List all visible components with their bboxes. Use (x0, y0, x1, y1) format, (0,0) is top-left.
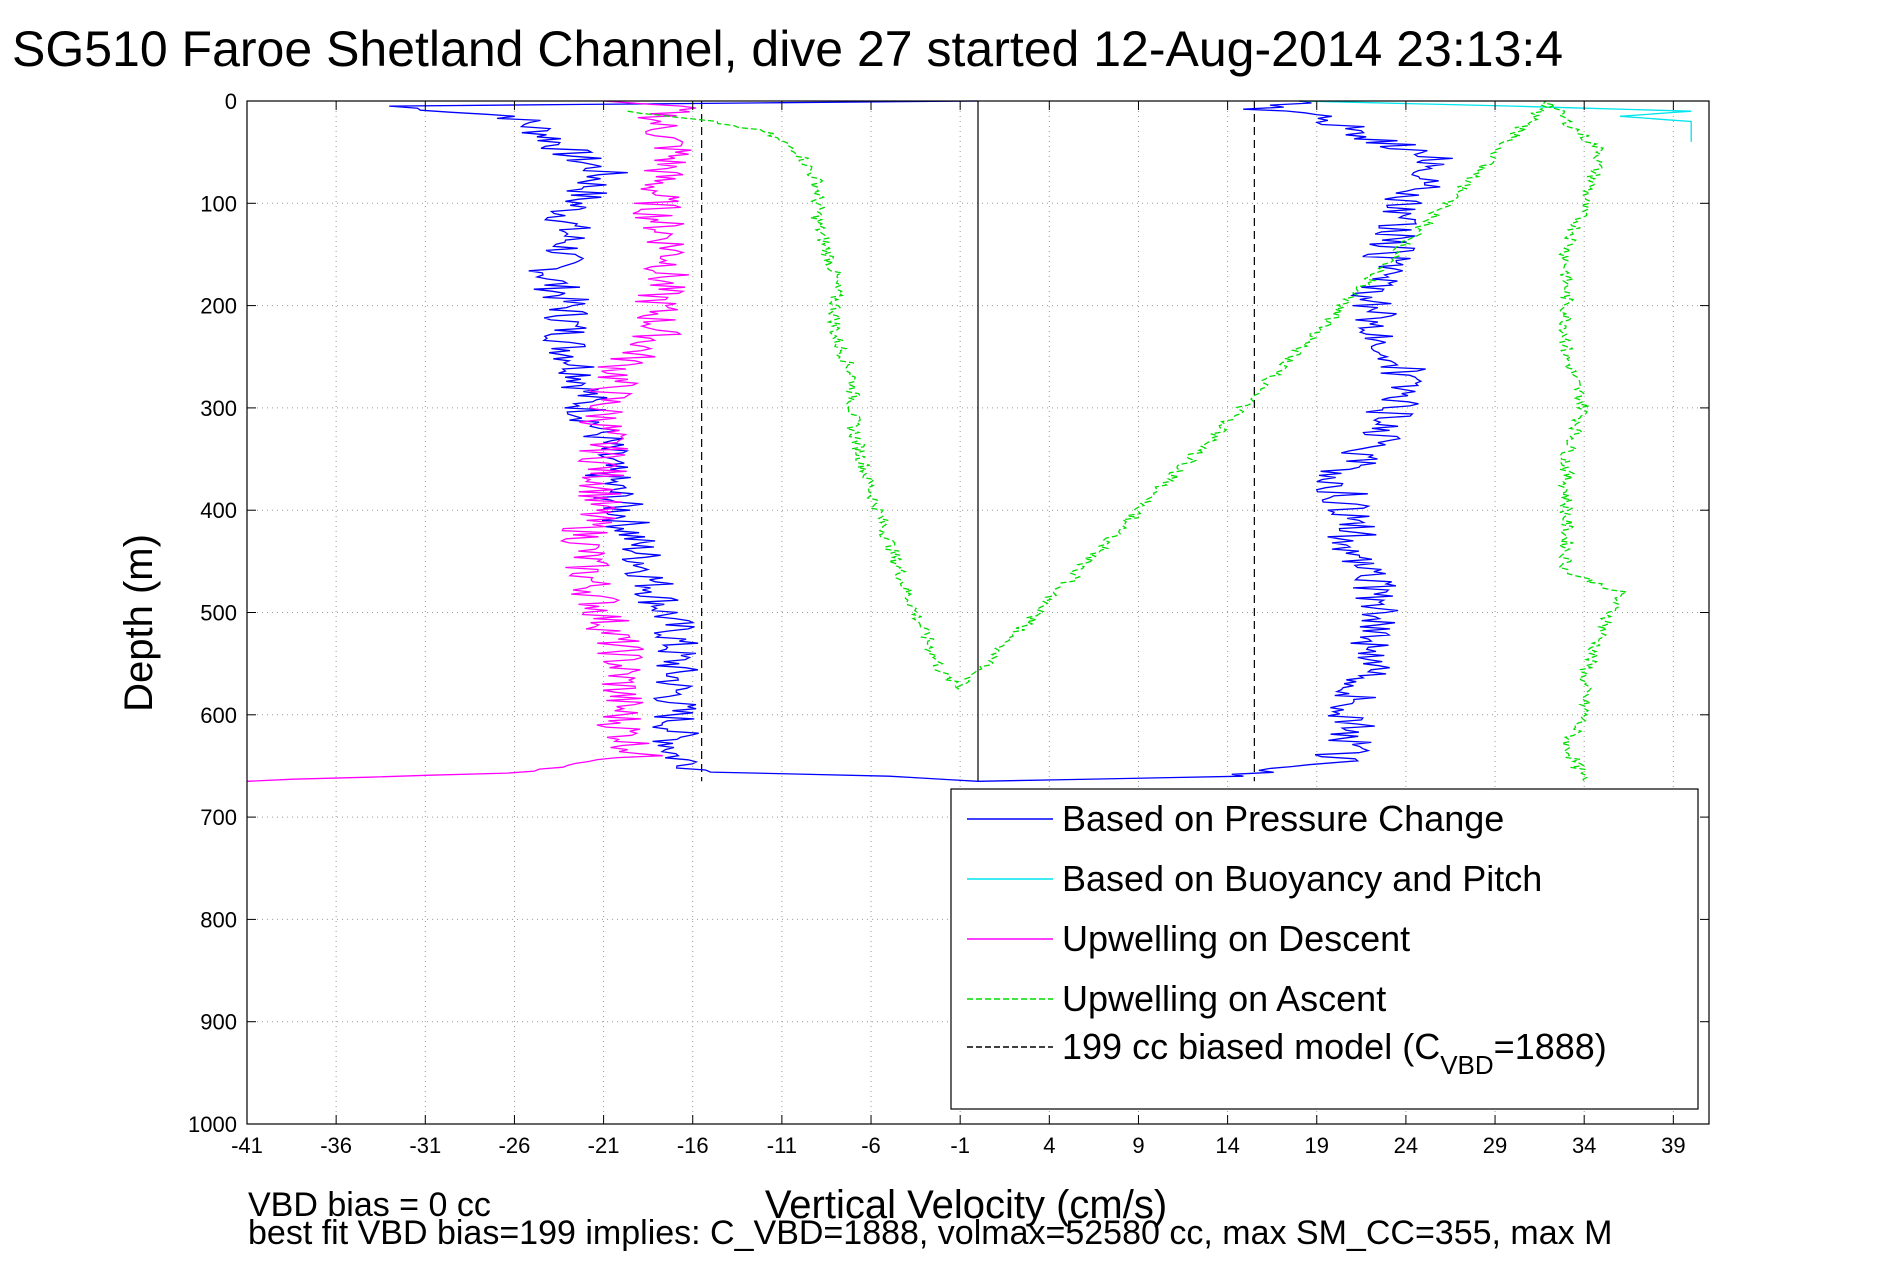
x-tick-label: -21 (588, 1133, 620, 1158)
y-tick-label: 200 (200, 294, 237, 319)
legend-box (950, 788, 1699, 1110)
chart-title: SG510 Faroe Shetland Channel, dive 27 st… (12, 21, 1563, 77)
x-tick-label: 24 (1394, 1133, 1418, 1158)
y-tick-label: 400 (200, 498, 237, 523)
reference-lines (701, 101, 1255, 782)
x-tick-label: 29 (1483, 1133, 1507, 1158)
axes-frame (246, 100, 1710, 1125)
series-1-line (389, 100, 1453, 782)
y-tick-label: 900 (200, 1010, 237, 1035)
y-tick-label: 1000 (188, 1112, 237, 1137)
y-tick-label: 800 (200, 907, 237, 932)
x-tick-label: -1 (950, 1133, 970, 1158)
legend-label: Based on Buoyancy and Pitch (1062, 858, 1542, 899)
series-3-line (246, 100, 697, 782)
y-axis-label: Depth (m) (117, 534, 161, 712)
x-tick-label: -36 (320, 1133, 352, 1158)
x-tick-label: 14 (1215, 1133, 1239, 1158)
y-tick-label: 100 (200, 191, 237, 216)
footer-line-1: VBD bias = 0 cc (248, 1186, 491, 1224)
y-tick-labels: 0 100 200 300 400 500 600 700 800 900 1000 (188, 89, 237, 1137)
series-layer (246, 100, 1692, 782)
x-tick-label: -26 (499, 1133, 531, 1158)
y-tick-label: 700 (200, 805, 237, 830)
y-tick-label: 300 (200, 396, 237, 421)
x-tick-label: -6 (861, 1133, 881, 1158)
x-tick-labels: -41 -36 -31 -26 -21 -16 -11 -6 -1 4 9 14 19 24 29 34 39 (231, 1133, 1685, 1158)
legend: Based on Pressure Change Based on Buoyanc… (950, 788, 1699, 1110)
series-4-line (627, 100, 1630, 782)
x-tick-label: -31 (409, 1133, 441, 1158)
series-2-line (1298, 100, 1692, 142)
x-axis-label: Vertical Velocity (cm/s) (765, 1183, 1167, 1227)
x-tick-label: -11 (767, 1133, 797, 1158)
y-tick-label: 0 (225, 89, 237, 114)
y-tick-label: 500 (200, 601, 237, 626)
legend-label: 199 cc biased model (CVBD=1888) (1062, 1026, 1607, 1080)
legend-label: Based on Pressure Change (1062, 798, 1504, 839)
x-tick-label: 39 (1661, 1133, 1685, 1158)
x-tick-label: 19 (1305, 1133, 1329, 1158)
x-tick-label: -16 (677, 1133, 709, 1158)
x-tick-label: 34 (1572, 1133, 1596, 1158)
legend-label: Upwelling on Descent (1062, 918, 1410, 959)
y-tick-label: 600 (200, 703, 237, 728)
x-tick-label: -41 (231, 1133, 263, 1158)
x-tick-label: 4 (1043, 1133, 1055, 1158)
footer-line-2: best fit VBD bias=199 implies: C_VBD=188… (248, 1214, 1612, 1252)
legend-label: Upwelling on Ascent (1062, 978, 1386, 1019)
x-tick-label: 9 (1132, 1133, 1144, 1158)
